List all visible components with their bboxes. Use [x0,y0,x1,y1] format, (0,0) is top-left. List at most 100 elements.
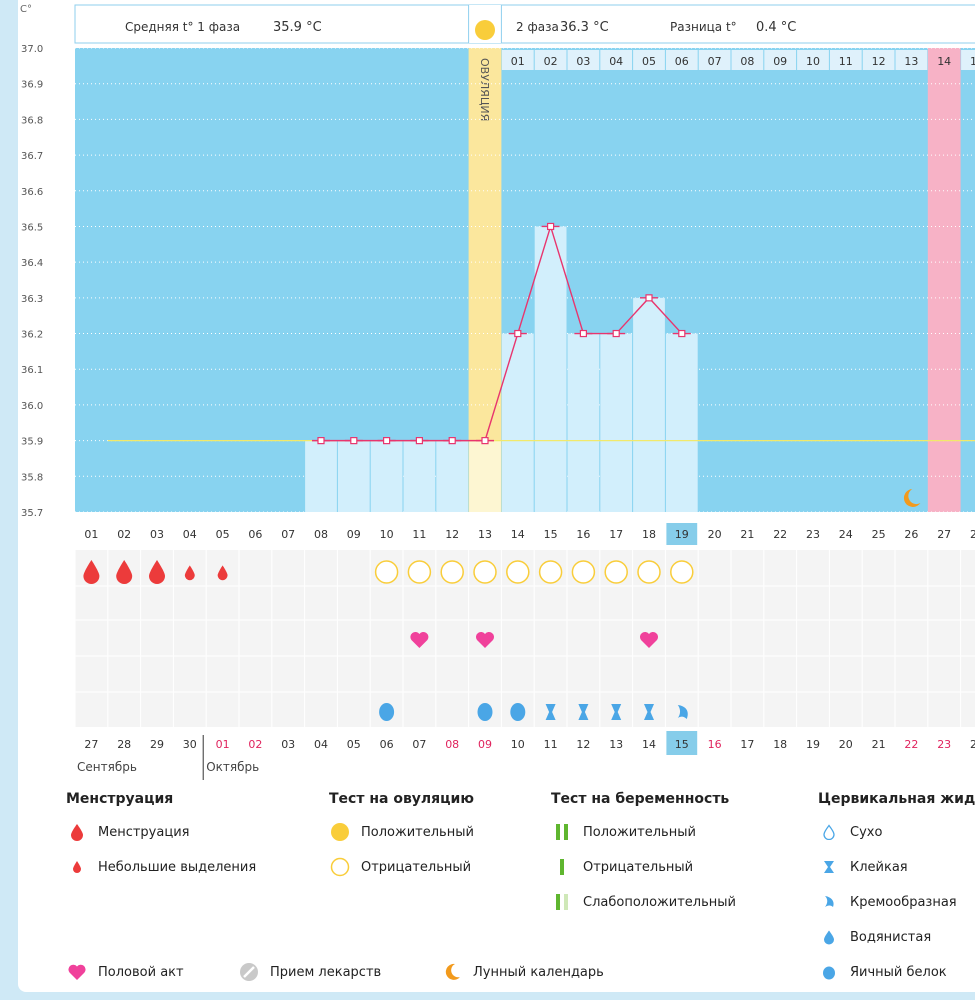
y-tick-label: 37.0 [21,44,43,55]
calendar-date: 01 [216,738,230,751]
legend-ovulation-positive-label: Положительный [361,824,474,840]
legend-menstruation: Менструация [66,822,189,842]
sticky-icon [818,857,840,877]
cycle-day-label: 13 [478,528,492,541]
header-phase2-value: 36.3 °C [560,20,609,35]
calendar-date: 07 [412,738,426,751]
intercourse-heart [410,632,429,648]
calendar-date: 03 [281,738,295,751]
post-ovulation-day-label: 01 [511,55,525,68]
legend-pregnancy-positive: Положительный [551,822,696,842]
post-ovulation-day-label: 09 [773,55,787,68]
menstruation-drop [83,560,100,584]
double-green-stripe-icon [551,822,573,842]
legend-ovulation-negative: Отрицательный [329,857,471,877]
calendar-date: 29 [150,738,164,751]
heart-icon [66,962,88,982]
y-tick-label: 35.8 [21,472,43,483]
legend-cervical-dry-label: Сухо [850,824,883,840]
legend-moon-label: Лунный календарь [473,964,604,980]
cycle-day-label: 09 [347,528,361,541]
legend-cervical-egg-white: Яичный белок [818,962,947,982]
single-green-stripe-icon [551,857,573,877]
legend-medication-label: Прием лекарств [270,964,382,980]
calendar-date: 13 [609,738,623,751]
calendar-date: 11 [544,738,558,751]
temperature-bar [370,440,403,512]
y-tick-label: 35.9 [21,437,43,448]
cycle-day-label: 21 [740,528,754,541]
post-ovulation-day-cell [633,50,665,70]
post-ovulation-day-label: 05 [642,55,656,68]
temperature-bar [337,440,370,512]
temperature-bar [534,226,567,512]
calendar-date: 22 [904,738,918,751]
post-ovulation-day-cell [829,50,862,70]
legend-ovulation-test-title: Тест на овуляцию [329,791,474,807]
post-ovulation-day-label: 03 [576,55,590,68]
menstruation-drop [217,565,228,581]
header-bar [74,4,975,44]
post-ovulation-day-cell [895,50,928,70]
cycle-day-label: 23 [806,528,820,541]
y-tick-label: 35.7 [21,508,43,519]
y-tick-label: 36.5 [21,222,43,233]
ovulation-test-negative [506,560,530,584]
legend-menstruation-title: Менструация [66,791,174,807]
legend-intercourse: Половой акт [66,962,184,982]
ovulation-test-negative [407,560,432,584]
calendar-date: 02 [248,738,262,751]
temperature-bar [633,297,665,512]
temperature-bar [501,333,534,512]
menstruation-drop [184,565,195,581]
legend-pregnancy-negative: Отрицательный [551,857,693,877]
cycle-day-label: 28 [970,528,975,541]
post-ovulation-day-cell [501,50,534,70]
post-ovulation-day-label: 10 [806,55,820,68]
legend-pregnancy-positive-label: Положительный [583,824,696,840]
cervical-egg-white [477,703,493,721]
legend-pregnancy-weak-label: Слабоположительный [583,894,736,910]
legend-cervical-creamy: Кремообразная [818,892,957,912]
temperature-point [645,294,653,302]
ovulation-test-negative [374,560,399,584]
pill-icon [238,962,260,982]
post-ovulation-day-label: 12 [872,55,886,68]
watery-drop-icon [818,927,840,947]
post-ovulation-day-label: 02 [544,55,558,68]
menstruation-drop [116,560,133,584]
ovulation-label: ОВУЛЯЦИЯ [478,58,491,121]
y-tick-label: 36.4 [21,258,43,269]
ovulation-test-negative [473,560,497,584]
y-tick-label: 36.0 [21,401,43,412]
ovulation-test-negative [637,560,661,584]
post-ovulation-day-cell [731,50,764,70]
legend-cervical-sticky-label: Клейкая [850,859,908,875]
egg-white-icon [818,962,840,982]
post-ovulation-day-cell [600,50,633,70]
calendar-date: 23 [937,738,951,751]
legend-small-discharge-label: Небольшие выделения [98,859,257,875]
legend-ovulation-positive: Положительный [329,822,474,842]
cycle-day-label: 25 [872,528,886,541]
post-ovulation-day-cell [567,50,600,70]
post-ovulation-day-label: 14 [937,55,951,68]
cycle-day-label: 02 [117,528,131,541]
ovulation-test-negative [670,560,694,584]
calendar-date: 14 [642,738,656,751]
y-tick-label: 36.2 [21,330,43,341]
chart-card: C° 37.0 36.9 36.8 36.7 36.6 36.5 36.4 36.3 36.2 36… [18,0,975,992]
temperature-point [546,222,555,231]
calendar-date: 12 [576,738,590,751]
post-ovulation-day-cell [534,50,567,70]
calendar-today-cell [666,731,698,755]
calendar-date: 06 [380,738,394,751]
calendar-date: 15 [675,738,689,751]
post-ovulation-day-cell [797,50,829,70]
legend-moon: Лунный календарь [441,962,604,982]
temperature-point [383,437,391,445]
cycle-day-label: 19 [675,528,689,541]
legend-cervical-watery: Водянистая [818,927,931,947]
calendar-date: 28 [117,738,131,751]
cycle-day-label: 01 [84,528,98,541]
